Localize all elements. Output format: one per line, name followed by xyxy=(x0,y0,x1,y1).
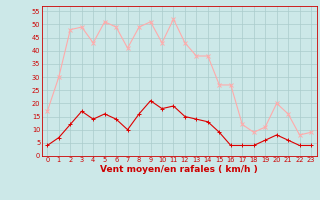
X-axis label: Vent moyen/en rafales ( km/h ): Vent moyen/en rafales ( km/h ) xyxy=(100,165,258,174)
